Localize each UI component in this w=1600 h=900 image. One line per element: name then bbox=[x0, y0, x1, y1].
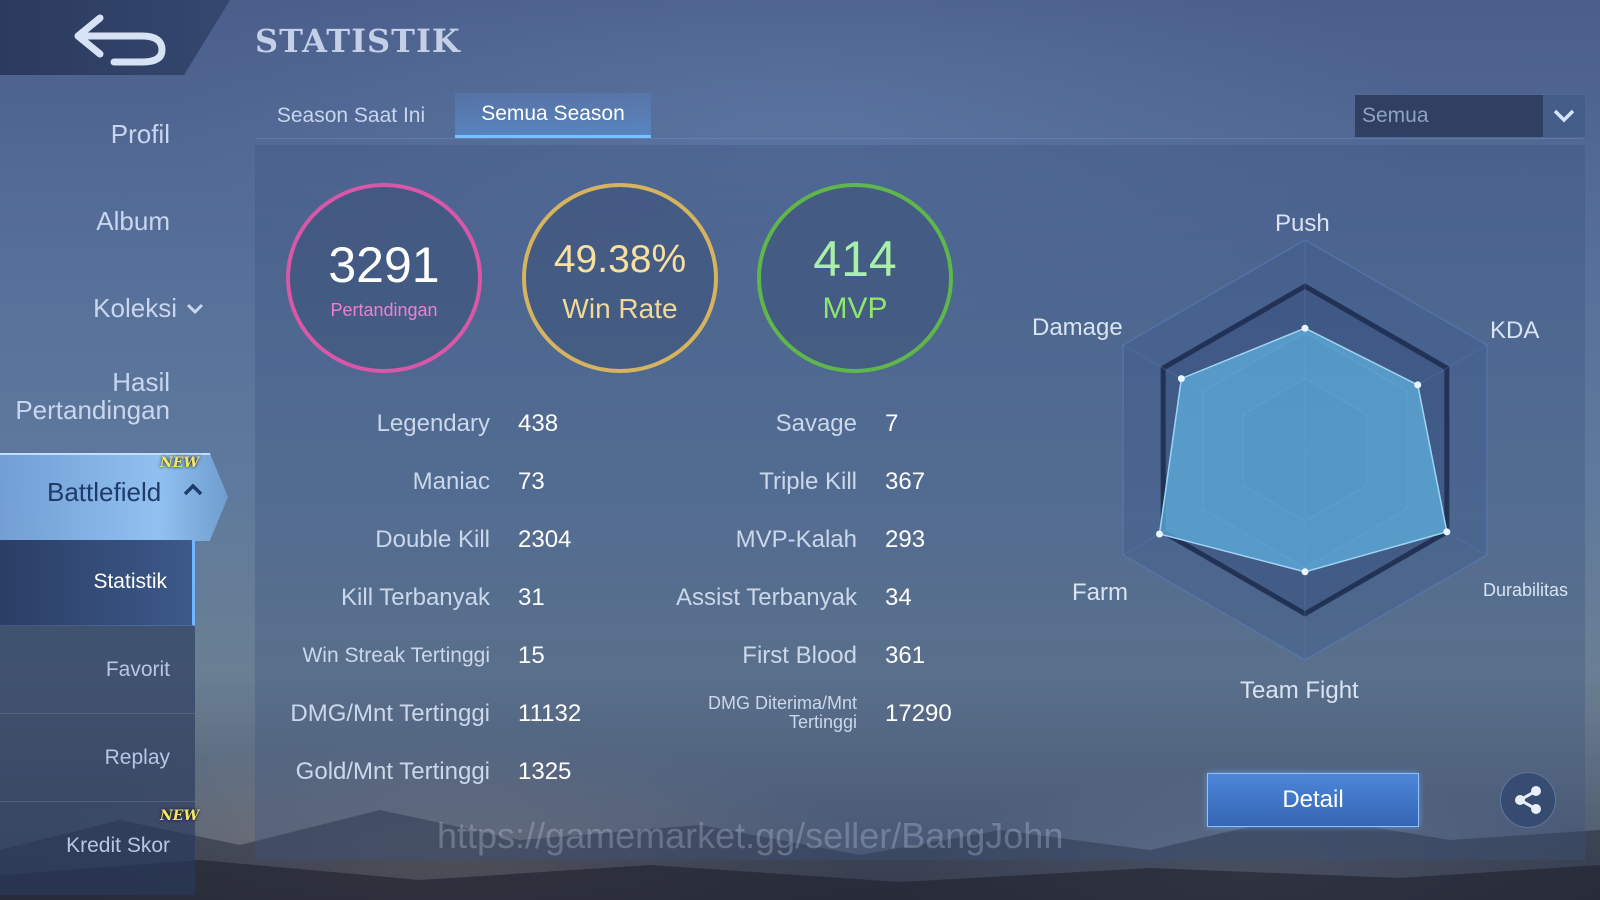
season-filter-dropdown[interactable]: Semua bbox=[1354, 94, 1586, 138]
radar-point-push bbox=[1301, 324, 1309, 332]
stat-value: 31 bbox=[518, 584, 545, 611]
submenu-item-statistik[interactable]: Statistik bbox=[0, 540, 195, 626]
stat-value: 7 bbox=[885, 410, 899, 437]
mvp-circle: 414 MVP bbox=[757, 183, 953, 373]
sidebar-item-label: Battlefield bbox=[47, 477, 162, 507]
radar-point-durability bbox=[1443, 528, 1451, 536]
sidebar-item-koleksi[interactable]: Koleksi bbox=[0, 293, 205, 324]
sidebar: Profil Album Koleksi Hasil Pertandingan bbox=[0, 90, 230, 900]
radar-point-kda bbox=[1414, 381, 1422, 389]
chevron-down-icon bbox=[1543, 95, 1585, 137]
battlefield-submenu: Statistik Favorit Replay NEW Kredit Skor bbox=[0, 540, 199, 895]
win-rate-label: Win Rate bbox=[562, 293, 678, 324]
stat-label: Win Streak Tertinggi bbox=[302, 644, 490, 667]
radar-chart bbox=[1122, 239, 1488, 661]
submenu-item-favorit[interactable]: Favorit bbox=[0, 628, 195, 714]
submenu-item-label: Kredit Skor bbox=[66, 834, 170, 857]
stat-value: 73 bbox=[518, 468, 545, 495]
submenu-item-kredit-skor[interactable]: NEW Kredit Skor bbox=[0, 804, 199, 890]
submenu-item-label: Replay bbox=[104, 746, 170, 769]
radar-label-team-fight: Team Fight bbox=[1240, 677, 1359, 704]
stat-label: Triple Kill bbox=[759, 468, 857, 495]
sidebar-item-label: Profil bbox=[110, 119, 170, 149]
stat-value: 17290 bbox=[885, 700, 952, 727]
stat-label: Kill Terbanyak bbox=[341, 584, 490, 611]
stat-label: Legendary bbox=[376, 410, 490, 437]
stat-value: 293 bbox=[885, 526, 926, 553]
radar-label-push: Push bbox=[1275, 210, 1330, 237]
sidebar-item-album[interactable]: Album bbox=[0, 206, 195, 237]
radar-label-durabilitas: Durabilitas bbox=[1483, 580, 1569, 600]
detail-button[interactable]: Detail bbox=[1207, 773, 1419, 827]
stat-label: MVP-Kalah bbox=[735, 526, 857, 553]
matches-count: 3291 bbox=[328, 236, 440, 293]
submenu-item-label: Favorit bbox=[105, 658, 170, 681]
stat-label: Double Kill bbox=[375, 526, 490, 553]
stat-label: First Blood bbox=[742, 642, 857, 669]
radar-point-teamfight bbox=[1301, 568, 1309, 576]
stat-label: Maniac bbox=[412, 468, 490, 495]
tab-season-saat-ini[interactable]: Season Saat Ini bbox=[276, 103, 426, 127]
stat-value: 367 bbox=[885, 468, 926, 495]
sidebar-item-profil[interactable]: Profil bbox=[0, 119, 195, 150]
stat-label: DMG Diterima/Mnt Tertinggi bbox=[708, 694, 857, 732]
tab-semua-season[interactable]: Semua Season bbox=[455, 93, 651, 138]
chevron-up-icon bbox=[182, 481, 204, 504]
matches-circle: 3291 Pertandingan bbox=[286, 183, 482, 373]
chevron-down-icon bbox=[185, 300, 205, 321]
back-arrow-icon bbox=[74, 14, 166, 66]
win-rate-circle: 49.38% Win Rate bbox=[522, 183, 718, 373]
stat-label: Gold/Mnt Tertinggi bbox=[295, 758, 490, 785]
stat-value: 438 bbox=[518, 410, 559, 437]
radar-label-farm: Farm bbox=[1072, 579, 1128, 606]
sidebar-item-label: Koleksi bbox=[93, 293, 177, 323]
watermark-text: https://gamemarket.gg/seller/BangJohn bbox=[437, 815, 1064, 856]
submenu-item-label: Statistik bbox=[93, 570, 167, 593]
back-button[interactable] bbox=[70, 10, 170, 66]
new-badge: NEW bbox=[160, 808, 200, 824]
sidebar-item-label: Hasil bbox=[112, 367, 170, 397]
stat-value: 1325 bbox=[518, 758, 572, 785]
sidebar-item-hasil-pertandingan[interactable]: Hasil Pertandingan bbox=[0, 368, 195, 424]
submenu-item-replay[interactable]: Replay bbox=[0, 716, 195, 802]
sidebar-item-battlefield[interactable]: Battlefield NEW bbox=[0, 453, 228, 541]
stat-value: 15 bbox=[518, 642, 545, 669]
battlefield-highlight bbox=[0, 453, 228, 541]
stat-value: 361 bbox=[885, 642, 926, 669]
radar-point-farm bbox=[1156, 530, 1164, 538]
stat-label: Savage bbox=[775, 410, 857, 437]
stat-label-line: DMG Diterima/Mnt bbox=[707, 693, 857, 713]
matches-label: Pertandingan bbox=[330, 299, 438, 320]
sidebar-item-label: Album bbox=[96, 206, 170, 236]
mvp-label: MVP bbox=[822, 292, 888, 325]
share-icon bbox=[1515, 786, 1541, 814]
share-button[interactable] bbox=[1500, 772, 1556, 828]
radar-point-damage bbox=[1177, 375, 1185, 383]
stat-value: 34 bbox=[885, 584, 912, 611]
tab-divider bbox=[255, 138, 1583, 139]
stat-label: Assist Terbanyak bbox=[676, 584, 857, 611]
dropdown-selected-value: Semua bbox=[1362, 104, 1429, 127]
sidebar-item-label: Pertandingan bbox=[15, 395, 170, 425]
page-title: STATISTIK bbox=[255, 22, 461, 60]
stat-label-line: Tertinggi bbox=[788, 712, 857, 732]
radar-label-kda: KDA bbox=[1490, 317, 1540, 344]
stat-value: 11132 bbox=[518, 700, 582, 727]
win-rate-value: 49.38% bbox=[553, 238, 687, 281]
stat-value: 2304 bbox=[518, 526, 572, 553]
stat-label: DMG/Mnt Tertinggi bbox=[290, 700, 490, 727]
radar-label-damage: Damage bbox=[1032, 314, 1123, 341]
mvp-count: 414 bbox=[813, 231, 897, 287]
new-badge: NEW bbox=[160, 455, 200, 471]
